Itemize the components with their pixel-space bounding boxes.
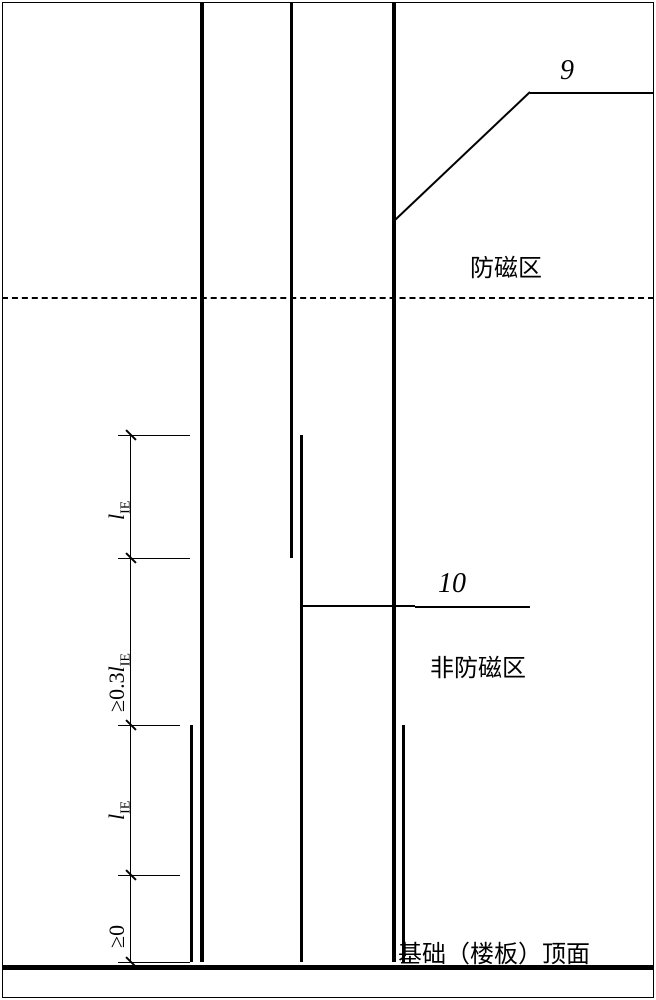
- dim-label-2: ≥0.3lIE: [104, 653, 134, 712]
- lap-bar-right: [402, 725, 405, 962]
- zone-divider-dashed: [2, 297, 654, 299]
- dim-label-1: lIE: [104, 501, 134, 520]
- rebar-outer-right: [392, 2, 396, 962]
- dim-label-3: lIE: [104, 801, 134, 820]
- rebar-inner-left: [290, 2, 293, 558]
- callout-9-number: 9: [560, 55, 574, 87]
- dim-ext-3: [118, 725, 180, 726]
- diagram-frame: [2, 2, 654, 998]
- lap-bar-left: [190, 725, 193, 962]
- rebar-inner-right: [300, 435, 303, 962]
- rebar-outer-left: [200, 2, 204, 962]
- callout-10-underline: [415, 606, 530, 608]
- callout-10-number: 10: [438, 568, 466, 600]
- dim-ext-4: [118, 875, 180, 876]
- label-zone-top: 防磁区: [470, 248, 542, 283]
- label-ground: 基础（楼板）顶面: [398, 934, 590, 969]
- callout-9-underline: [530, 92, 654, 94]
- dim-label-4: ≥0: [104, 925, 130, 948]
- label-zone-bottom: 非防磁区: [430, 648, 526, 683]
